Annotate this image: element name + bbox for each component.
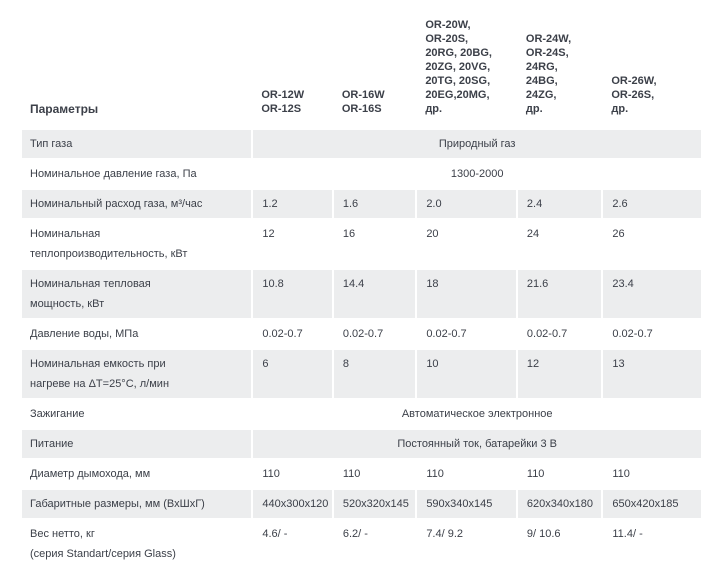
param-cell: Питание: [22, 430, 252, 458]
value-cell: 110: [333, 460, 416, 488]
value-cell: 1.2: [253, 190, 332, 218]
value-cell: 590x340x145: [417, 490, 516, 518]
column-header-or26: OR-26W, OR-26S, др.: [603, 14, 701, 128]
table-row-power-supply: Питание Постоянный ток, батарейки 3 В: [22, 430, 701, 458]
value-cell: 1.6: [333, 190, 416, 218]
value-cell: 2.6: [603, 190, 701, 218]
value-cell: 110: [603, 460, 701, 488]
table-row-heat-output: Номинальная теплопроизводительность, кВт…: [22, 220, 701, 268]
param-cell: Диаметр дымохода, мм: [22, 460, 252, 488]
header-row: Параметры OR-12W OR-12S OR-16W OR-16S OR…: [22, 14, 701, 128]
value-cell: 6.2/ -: [333, 520, 416, 564]
table-row-gas-type: Тип газа Природный газ: [22, 130, 701, 158]
value-cell: 23.4: [603, 270, 701, 318]
param-cell: Габаритные размеры, мм (ВхШхГ): [22, 490, 252, 518]
value-cell: 8: [333, 350, 416, 398]
value-cell: 16: [333, 220, 416, 268]
value-cell: 0.02-0.7: [333, 320, 416, 348]
value-cell: 620x340x180: [517, 490, 602, 518]
merged-value-cell: Постоянный ток, батарейки 3 В: [253, 430, 701, 458]
value-cell: 520x320x145: [333, 490, 416, 518]
value-cell: 4.6/ -: [253, 520, 332, 564]
value-cell: 0.02-0.7: [253, 320, 332, 348]
table-row-gas-flow: Номинальный расход газа, м³/час 1.2 1.6 …: [22, 190, 701, 218]
table-row-capacity: Номинальная емкость при нагреве на ΔT=25…: [22, 350, 701, 398]
param-cell: Номинальная емкость при нагреве на ΔT=25…: [22, 350, 252, 398]
param-cell: Тип газа: [22, 130, 252, 158]
value-cell: 650x420x185: [603, 490, 701, 518]
merged-value-cell: Автоматическое электронное: [253, 400, 701, 428]
column-header-or20: OR-20W, OR-20S, 20RG, 20BG, 20ZG, 20VG, …: [417, 14, 516, 128]
merged-value-cell: Природный газ: [253, 130, 701, 158]
value-cell: 11.4/ -: [603, 520, 701, 564]
param-cell: Номинальная тепловая мощность, кВт: [22, 270, 252, 318]
value-cell: 12: [253, 220, 332, 268]
param-cell: Вес нетто, кг (серия Standart/серия Glas…: [22, 520, 252, 564]
value-cell: 9/ 10.6: [517, 520, 602, 564]
table-row-water-pressure: Давление воды, МПа 0.02-0.7 0.02-0.7 0.0…: [22, 320, 701, 348]
param-cell: Зажигание: [22, 400, 252, 428]
value-cell: 0.02-0.7: [517, 320, 602, 348]
value-cell: 12: [517, 350, 602, 398]
value-cell: 2.4: [517, 190, 602, 218]
value-cell: 440x300x120: [253, 490, 332, 518]
param-cell: Давление воды, МПа: [22, 320, 252, 348]
value-cell: 110: [253, 460, 332, 488]
table-row-flue-diameter: Диаметр дымохода, мм 110 110 110 110 110: [22, 460, 701, 488]
specs-table: Параметры OR-12W OR-12S OR-16W OR-16S OR…: [20, 12, 703, 564]
column-header-or24: OR-24W, OR-24S, 24RG, 24BG, 24ZG, др.: [517, 14, 602, 128]
value-cell: 18: [417, 270, 516, 318]
table-row-thermal-power: Номинальная тепловая мощность, кВт 10.8 …: [22, 270, 701, 318]
column-header-or12: OR-12W OR-12S: [253, 14, 332, 128]
value-cell: 110: [517, 460, 602, 488]
value-cell: 24: [517, 220, 602, 268]
table-row-dimensions: Габаритные размеры, мм (ВхШхГ) 440x300x1…: [22, 490, 701, 518]
table-row-gas-pressure: Номинальное давление газа, Па 1300-2000: [22, 160, 701, 188]
table-header: Параметры OR-12W OR-12S OR-16W OR-16S OR…: [22, 14, 701, 128]
value-cell: 6: [253, 350, 332, 398]
value-cell: 10.8: [253, 270, 332, 318]
merged-value-cell: 1300-2000: [253, 160, 701, 188]
value-cell: 110: [417, 460, 516, 488]
column-header-parameters: Параметры: [22, 14, 252, 128]
value-cell: 21.6: [517, 270, 602, 318]
value-cell: 14.4: [333, 270, 416, 318]
param-cell: Номинальная теплопроизводительность, кВт: [22, 220, 252, 268]
value-cell: 2.0: [417, 190, 516, 218]
value-cell: 26: [603, 220, 701, 268]
value-cell: 10: [417, 350, 516, 398]
value-cell: 20: [417, 220, 516, 268]
value-cell: 13: [603, 350, 701, 398]
table-row-net-weight: Вес нетто, кг (серия Standart/серия Glas…: [22, 520, 701, 564]
value-cell: 0.02-0.7: [603, 320, 701, 348]
value-cell: 0.02-0.7: [417, 320, 516, 348]
value-cell: 7.4/ 9.2: [417, 520, 516, 564]
param-cell: Номинальный расход газа, м³/час: [22, 190, 252, 218]
column-header-or16: OR-16W OR-16S: [333, 14, 416, 128]
param-cell: Номинальное давление газа, Па: [22, 160, 252, 188]
table-row-ignition: Зажигание Автоматическое электронное: [22, 400, 701, 428]
